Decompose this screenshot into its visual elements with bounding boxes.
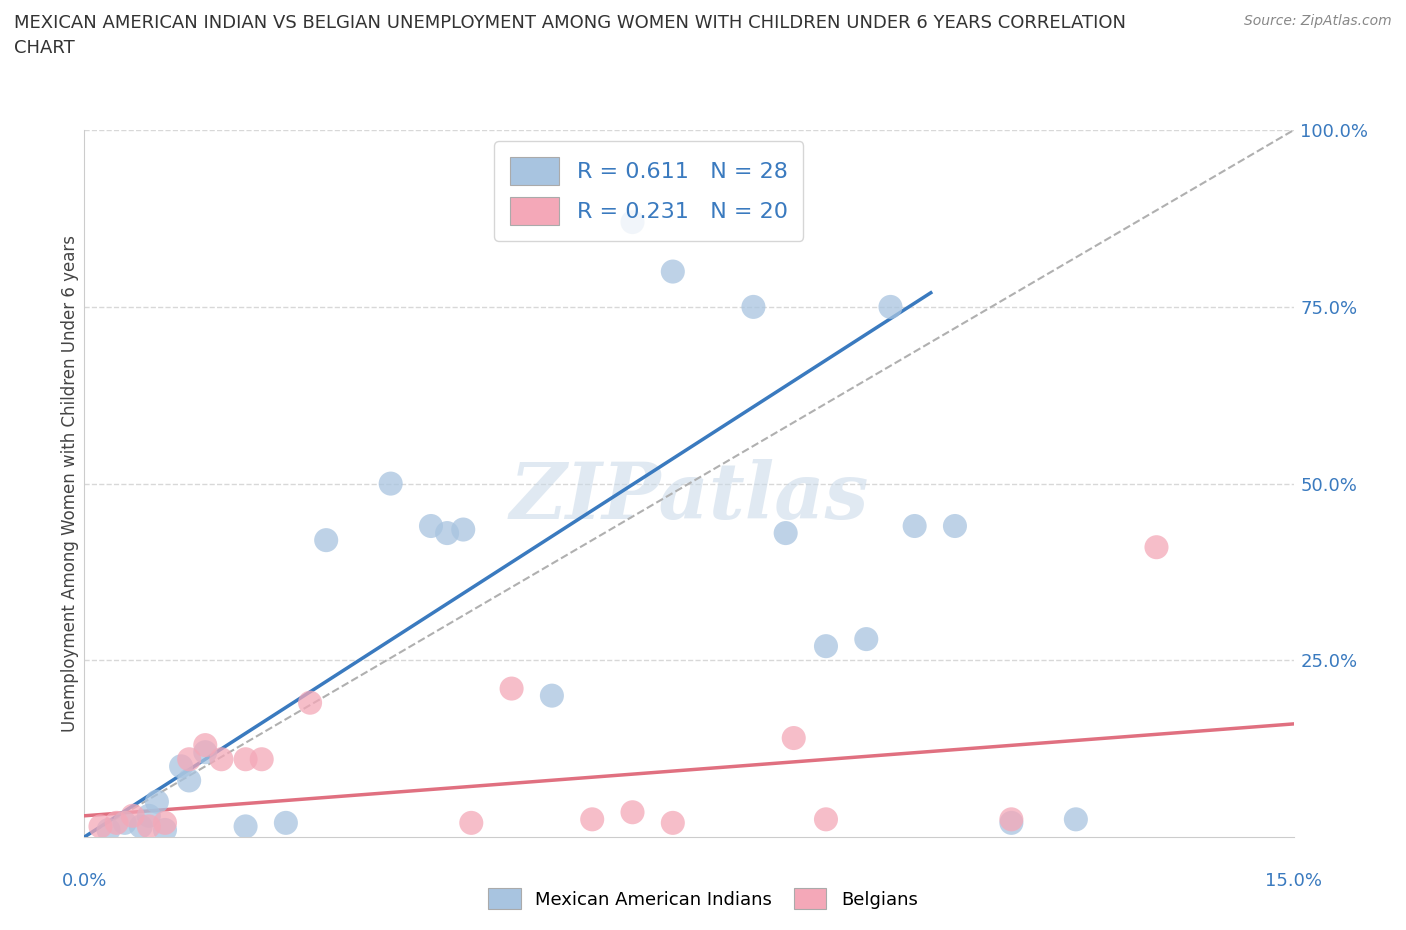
Point — [315, 533, 337, 548]
Text: ZIPatlas: ZIPatlas — [509, 459, 869, 536]
Point — [1064, 812, 1087, 827]
Point — [105, 816, 128, 830]
Point — [138, 808, 160, 823]
Point — [436, 525, 458, 540]
Text: Source: ZipAtlas.com: Source: ZipAtlas.com — [1244, 14, 1392, 28]
Point — [814, 812, 837, 827]
Point — [1000, 816, 1022, 830]
Point — [541, 688, 564, 703]
Point — [97, 822, 120, 837]
Point — [420, 519, 443, 534]
Legend: R = 0.611   N = 28, R = 0.231   N = 20: R = 0.611 N = 28, R = 0.231 N = 20 — [495, 141, 803, 241]
Point — [250, 751, 273, 766]
Point — [621, 804, 644, 819]
Point — [179, 773, 201, 788]
Point — [879, 299, 901, 314]
Text: 0.0%: 0.0% — [62, 872, 107, 890]
Point — [662, 816, 685, 830]
Text: 15.0%: 15.0% — [1265, 872, 1322, 890]
Point — [153, 822, 176, 837]
Point — [235, 751, 257, 766]
Point — [274, 816, 297, 830]
Point — [581, 812, 603, 827]
Legend: Mexican American Indians, Belgians: Mexican American Indians, Belgians — [481, 881, 925, 916]
Point — [662, 264, 685, 279]
Point — [380, 476, 402, 491]
Point — [943, 519, 966, 534]
Point — [138, 819, 160, 834]
Text: MEXICAN AMERICAN INDIAN VS BELGIAN UNEMPLOYMENT AMONG WOMEN WITH CHILDREN UNDER : MEXICAN AMERICAN INDIAN VS BELGIAN UNEMP… — [14, 14, 1126, 57]
Point — [501, 681, 523, 696]
Point — [129, 819, 152, 834]
Point — [153, 816, 176, 830]
Point — [194, 745, 217, 760]
Y-axis label: Unemployment Among Women with Children Under 6 years: Unemployment Among Women with Children U… — [62, 235, 80, 732]
Point — [235, 819, 257, 834]
Point — [146, 794, 169, 809]
Point — [114, 816, 136, 830]
Point — [783, 731, 806, 746]
Point — [814, 639, 837, 654]
Point — [460, 816, 482, 830]
Point — [451, 522, 474, 537]
Point — [179, 751, 201, 766]
Point — [742, 299, 765, 314]
Point — [1146, 539, 1168, 554]
Point — [299, 696, 322, 711]
Point — [855, 631, 877, 646]
Point — [621, 215, 644, 230]
Point — [170, 759, 193, 774]
Point — [904, 519, 927, 534]
Point — [209, 751, 232, 766]
Point — [194, 737, 217, 752]
Point — [775, 525, 797, 540]
Point — [121, 808, 143, 823]
Point — [1000, 812, 1022, 827]
Point — [89, 819, 111, 834]
